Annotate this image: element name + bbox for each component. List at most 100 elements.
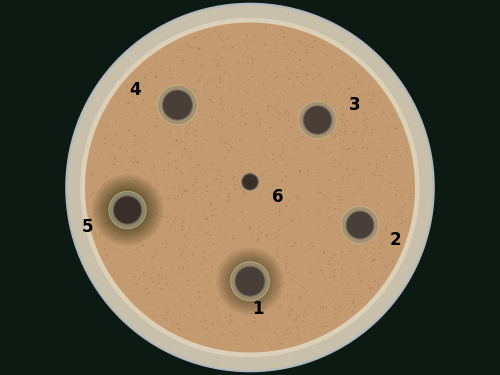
Point	[172, 158, 179, 164]
Point	[287, 71, 295, 77]
Point	[366, 266, 374, 272]
Point	[220, 242, 228, 248]
Point	[360, 181, 368, 187]
Point	[312, 166, 320, 172]
Point	[286, 197, 294, 203]
Point	[318, 294, 326, 300]
Point	[140, 98, 147, 104]
Point	[315, 144, 323, 150]
Point	[270, 266, 278, 272]
Point	[258, 286, 266, 292]
Point	[232, 279, 240, 285]
Point	[197, 318, 205, 324]
Point	[378, 255, 386, 261]
Point	[276, 295, 284, 301]
Point	[247, 270, 255, 276]
Point	[358, 137, 366, 143]
Point	[301, 331, 309, 337]
Point	[274, 254, 282, 260]
Point	[194, 272, 202, 278]
Point	[194, 162, 202, 168]
Point	[386, 232, 394, 238]
Point	[254, 110, 262, 116]
Point	[116, 191, 124, 197]
Point	[278, 134, 286, 140]
Point	[151, 229, 159, 235]
Point	[288, 244, 296, 250]
Point	[167, 142, 175, 148]
Point	[248, 251, 256, 257]
Point	[111, 154, 119, 160]
Point	[262, 232, 270, 238]
Point	[332, 278, 340, 284]
Point	[158, 99, 166, 105]
Point	[138, 187, 146, 193]
Point	[261, 226, 269, 232]
Point	[132, 142, 140, 148]
Point	[350, 220, 358, 226]
Point	[225, 188, 233, 194]
Point	[190, 87, 198, 93]
Point	[342, 74, 350, 80]
Point	[325, 205, 333, 211]
Point	[240, 276, 248, 282]
Point	[394, 213, 402, 219]
Point	[322, 100, 330, 106]
Point	[364, 90, 372, 96]
Point	[304, 83, 312, 89]
Point	[168, 76, 176, 82]
Point	[381, 264, 389, 270]
Point	[352, 167, 360, 173]
Point	[368, 285, 376, 291]
Point	[198, 112, 205, 118]
Point	[268, 288, 276, 294]
Point	[124, 167, 132, 173]
Point	[162, 280, 170, 286]
Point	[251, 261, 259, 267]
Point	[304, 104, 312, 110]
Point	[276, 283, 284, 289]
Point	[337, 197, 345, 203]
Point	[180, 255, 188, 261]
Point	[192, 197, 200, 203]
Point	[190, 231, 198, 237]
Point	[280, 294, 287, 300]
Point	[192, 243, 200, 249]
Point	[157, 266, 165, 272]
Point	[292, 203, 300, 209]
Point	[230, 294, 238, 300]
Point	[204, 256, 212, 262]
Point	[250, 292, 258, 298]
Point	[350, 300, 358, 306]
Point	[262, 24, 270, 30]
Point	[235, 289, 243, 295]
Point	[104, 254, 112, 260]
Point	[215, 318, 223, 324]
Point	[292, 144, 300, 150]
Point	[170, 219, 177, 225]
Point	[134, 228, 142, 234]
Point	[262, 129, 270, 135]
Point	[244, 32, 252, 38]
Point	[378, 226, 386, 232]
Point	[213, 64, 221, 70]
Point	[322, 276, 330, 282]
Point	[290, 127, 298, 133]
Point	[208, 264, 216, 270]
Point	[368, 97, 376, 103]
Point	[246, 225, 254, 231]
Point	[212, 84, 220, 90]
Point	[220, 105, 228, 111]
Point	[209, 99, 217, 105]
Point	[184, 67, 192, 73]
Point	[366, 97, 374, 103]
Point	[290, 300, 298, 306]
Point	[322, 96, 330, 102]
Point	[166, 135, 173, 141]
Point	[167, 51, 175, 57]
Point	[332, 314, 340, 320]
Point	[294, 196, 302, 202]
Point	[280, 31, 288, 37]
Point	[329, 269, 337, 275]
Point	[150, 187, 158, 193]
